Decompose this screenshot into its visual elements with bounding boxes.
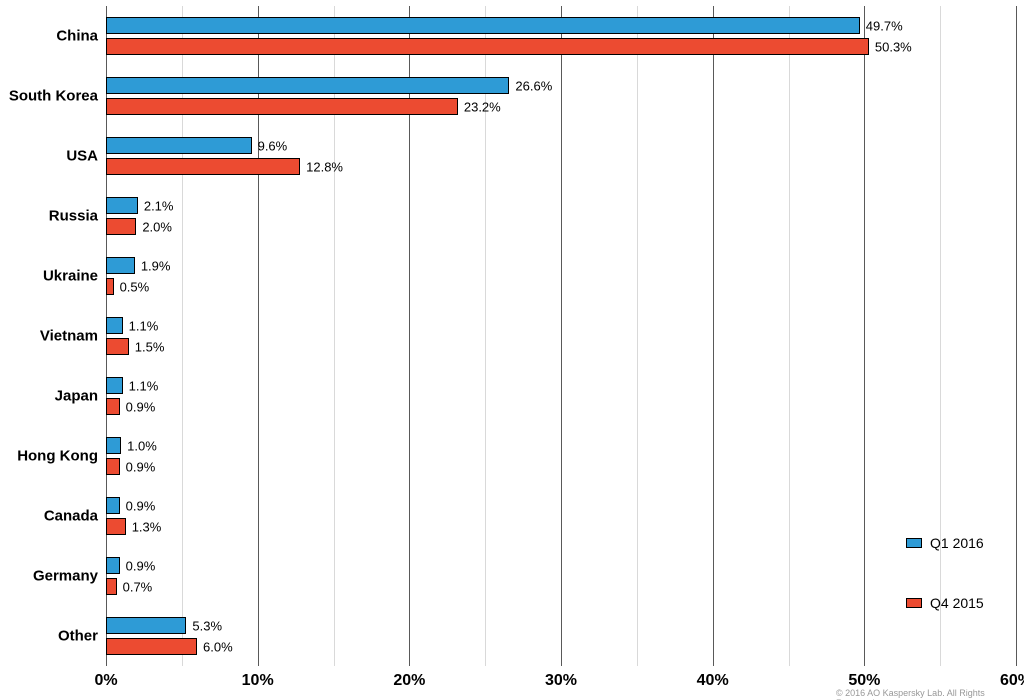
x-tick-label: 40% [697, 672, 729, 690]
category-label: Germany [0, 568, 98, 585]
bar-value-label: 0.7% [123, 579, 153, 594]
gridline-minor [637, 6, 638, 666]
bar-value-label: 1.5% [135, 339, 165, 354]
bar-value-label: 9.6% [258, 138, 288, 153]
x-tick-label: 30% [545, 672, 577, 690]
bar-value-label: 12.8% [306, 159, 343, 174]
legend-swatch [906, 598, 922, 608]
category-label: Japan [0, 388, 98, 405]
bar [106, 338, 129, 355]
bar [106, 497, 120, 514]
bar [106, 398, 120, 415]
category-label: China [0, 28, 98, 45]
gridline-minor [789, 6, 790, 666]
bar-value-label: 1.1% [129, 318, 159, 333]
bar-value-label: 1.1% [129, 378, 159, 393]
gridline-major [1016, 6, 1017, 666]
bar [106, 638, 197, 655]
bar-value-label: 50.3% [875, 39, 912, 54]
bar [106, 158, 300, 175]
copyright-text: © 2016 AO Kaspersky Lab. All Rights Rese… [836, 688, 1024, 700]
bar [106, 557, 120, 574]
category-label: Canada [0, 508, 98, 525]
bar-value-label: 1.0% [127, 438, 157, 453]
bar [106, 518, 126, 535]
bar-value-label: 6.0% [203, 639, 233, 654]
bar [106, 317, 123, 334]
bar-value-label: 0.9% [126, 498, 156, 513]
bar [106, 377, 123, 394]
gridline-major [864, 6, 865, 666]
bar-value-label: 49.7% [866, 18, 903, 33]
x-tick-label: 10% [242, 672, 274, 690]
bar-value-label: 5.3% [192, 618, 222, 633]
bar [106, 458, 120, 475]
bar [106, 617, 186, 634]
bar-value-label: 0.9% [126, 399, 156, 414]
bar [106, 578, 117, 595]
category-label: USA [0, 148, 98, 165]
category-label: Russia [0, 208, 98, 225]
bar-value-label: 0.5% [120, 279, 150, 294]
bar-value-label: 1.3% [132, 519, 162, 534]
bar [106, 17, 860, 34]
category-label: Vietnam [0, 328, 98, 345]
legend-label: Q4 2015 [930, 595, 984, 611]
bar [106, 197, 138, 214]
category-label: Hong Kong [0, 448, 98, 465]
legend-label: Q1 2016 [930, 535, 984, 551]
bar-value-label: 2.0% [142, 219, 172, 234]
bar [106, 98, 458, 115]
bar-value-label: 2.1% [144, 198, 174, 213]
bar-value-label: 0.9% [126, 558, 156, 573]
bar-value-label: 0.9% [126, 459, 156, 474]
bar [106, 257, 135, 274]
gridline-minor [940, 6, 941, 666]
gridline-major [561, 6, 562, 666]
bar [106, 137, 252, 154]
bar-value-label: 23.2% [464, 99, 501, 114]
bar [106, 437, 121, 454]
grouped-bar-chart: 0%10%20%30%40%50%60%China49.7%50.3%South… [0, 0, 1024, 700]
x-tick-label: 20% [393, 672, 425, 690]
legend-swatch [906, 538, 922, 548]
category-label: Other [0, 628, 98, 645]
bar-value-label: 26.6% [515, 78, 552, 93]
bar [106, 278, 114, 295]
category-label: Ukraine [0, 268, 98, 285]
bar [106, 77, 509, 94]
x-tick-label: 0% [94, 672, 117, 690]
bar [106, 38, 869, 55]
category-label: South Korea [0, 88, 98, 105]
bar-value-label: 1.9% [141, 258, 171, 273]
gridline-major [713, 6, 714, 666]
bar [106, 218, 136, 235]
